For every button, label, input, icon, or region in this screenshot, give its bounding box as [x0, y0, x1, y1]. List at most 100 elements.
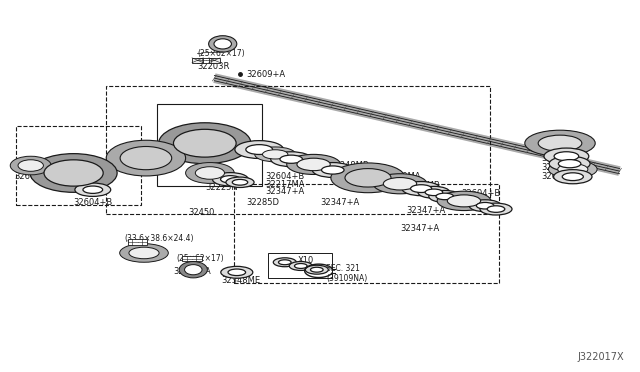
Bar [234, 184, 499, 283]
Text: 32348MB: 32348MB [400, 182, 440, 190]
Ellipse shape [129, 247, 159, 259]
Ellipse shape [411, 185, 432, 192]
Ellipse shape [554, 152, 579, 161]
Text: 32331: 32331 [146, 165, 173, 174]
Ellipse shape [10, 156, 51, 175]
Ellipse shape [331, 163, 405, 193]
Ellipse shape [447, 195, 481, 207]
Text: 32604+B: 32604+B [74, 198, 113, 207]
Ellipse shape [563, 173, 583, 180]
Ellipse shape [262, 150, 288, 159]
Ellipse shape [549, 156, 590, 171]
Ellipse shape [557, 164, 588, 175]
Bar [128, 239, 147, 245]
Ellipse shape [436, 193, 454, 200]
Ellipse shape [289, 262, 312, 270]
Text: 32347+A: 32347+A [541, 154, 580, 163]
Ellipse shape [345, 169, 391, 187]
Text: J322017X: J322017X [577, 352, 624, 362]
Text: 32604+B: 32604+B [461, 189, 500, 198]
Ellipse shape [487, 206, 505, 212]
Bar [16, 126, 141, 205]
Text: 32225N: 32225N [205, 183, 237, 192]
Bar [197, 58, 215, 63]
Text: 32348MB: 32348MB [330, 161, 369, 170]
Text: 32285D: 32285D [246, 198, 280, 207]
Text: 32347+A: 32347+A [406, 206, 445, 215]
Ellipse shape [212, 173, 248, 186]
Ellipse shape [476, 202, 494, 209]
Ellipse shape [75, 183, 111, 196]
Ellipse shape [402, 182, 440, 196]
Bar [209, 58, 220, 62]
Ellipse shape [418, 186, 450, 198]
Ellipse shape [106, 140, 186, 176]
Ellipse shape [321, 166, 344, 174]
Ellipse shape [548, 160, 597, 178]
Ellipse shape [221, 266, 253, 278]
Ellipse shape [294, 263, 307, 269]
Ellipse shape [312, 163, 353, 177]
Ellipse shape [232, 179, 248, 185]
Text: 32450: 32450 [188, 208, 215, 217]
Ellipse shape [255, 147, 296, 162]
Text: SEC. 321
(39109NA): SEC. 321 (39109NA) [326, 264, 367, 283]
Text: 32348ME: 32348ME [221, 276, 260, 285]
Bar [106, 86, 490, 214]
Ellipse shape [544, 148, 589, 164]
Ellipse shape [226, 177, 254, 187]
Ellipse shape [278, 260, 291, 265]
Text: 32604+B: 32604+B [541, 172, 580, 181]
Ellipse shape [437, 191, 491, 211]
Ellipse shape [558, 160, 581, 168]
Ellipse shape [383, 177, 417, 190]
Text: 32604+B: 32604+B [266, 172, 305, 181]
Text: 32217MA: 32217MA [266, 180, 305, 189]
Text: (33.6×38.6×24.4): (33.6×38.6×24.4) [125, 234, 195, 243]
Ellipse shape [228, 269, 246, 276]
Text: 32213M: 32213M [541, 144, 575, 153]
Ellipse shape [120, 244, 168, 262]
Ellipse shape [179, 262, 207, 278]
Text: 32347+A: 32347+A [320, 198, 359, 207]
Ellipse shape [214, 39, 232, 49]
Ellipse shape [480, 203, 512, 215]
Ellipse shape [310, 267, 323, 272]
Text: 32203RA: 32203RA [173, 267, 211, 276]
Ellipse shape [525, 130, 595, 156]
Ellipse shape [209, 36, 237, 52]
Ellipse shape [554, 170, 592, 184]
Ellipse shape [273, 258, 296, 267]
Text: X10: X10 [298, 256, 314, 265]
Ellipse shape [425, 189, 443, 196]
Ellipse shape [120, 147, 172, 170]
Text: 32347+A: 32347+A [400, 224, 439, 233]
Bar [157, 104, 262, 186]
Text: 32609+A: 32609+A [246, 70, 285, 79]
Bar [192, 58, 204, 62]
Ellipse shape [271, 152, 312, 167]
Text: 32460: 32460 [63, 180, 89, 189]
Text: 32203R: 32203R [197, 62, 230, 71]
Bar [182, 256, 202, 261]
Ellipse shape [30, 154, 117, 192]
Ellipse shape [297, 158, 330, 171]
Text: 32347+A: 32347+A [266, 187, 305, 196]
Ellipse shape [195, 167, 225, 179]
Text: 32348MB: 32348MB [541, 163, 580, 172]
Bar [268, 253, 332, 278]
Ellipse shape [429, 190, 461, 202]
Ellipse shape [280, 155, 303, 163]
Ellipse shape [18, 160, 44, 171]
Text: (25×62×17): (25×62×17) [176, 254, 223, 263]
Ellipse shape [246, 145, 273, 154]
Text: 32310MA: 32310MA [381, 172, 420, 181]
Ellipse shape [173, 129, 236, 157]
Ellipse shape [235, 141, 284, 158]
Ellipse shape [44, 160, 103, 186]
Ellipse shape [221, 176, 240, 183]
Text: 32339: 32339 [125, 248, 152, 257]
Ellipse shape [538, 135, 582, 151]
Ellipse shape [159, 123, 251, 164]
Text: (25×62×17): (25×62×17) [197, 49, 244, 58]
